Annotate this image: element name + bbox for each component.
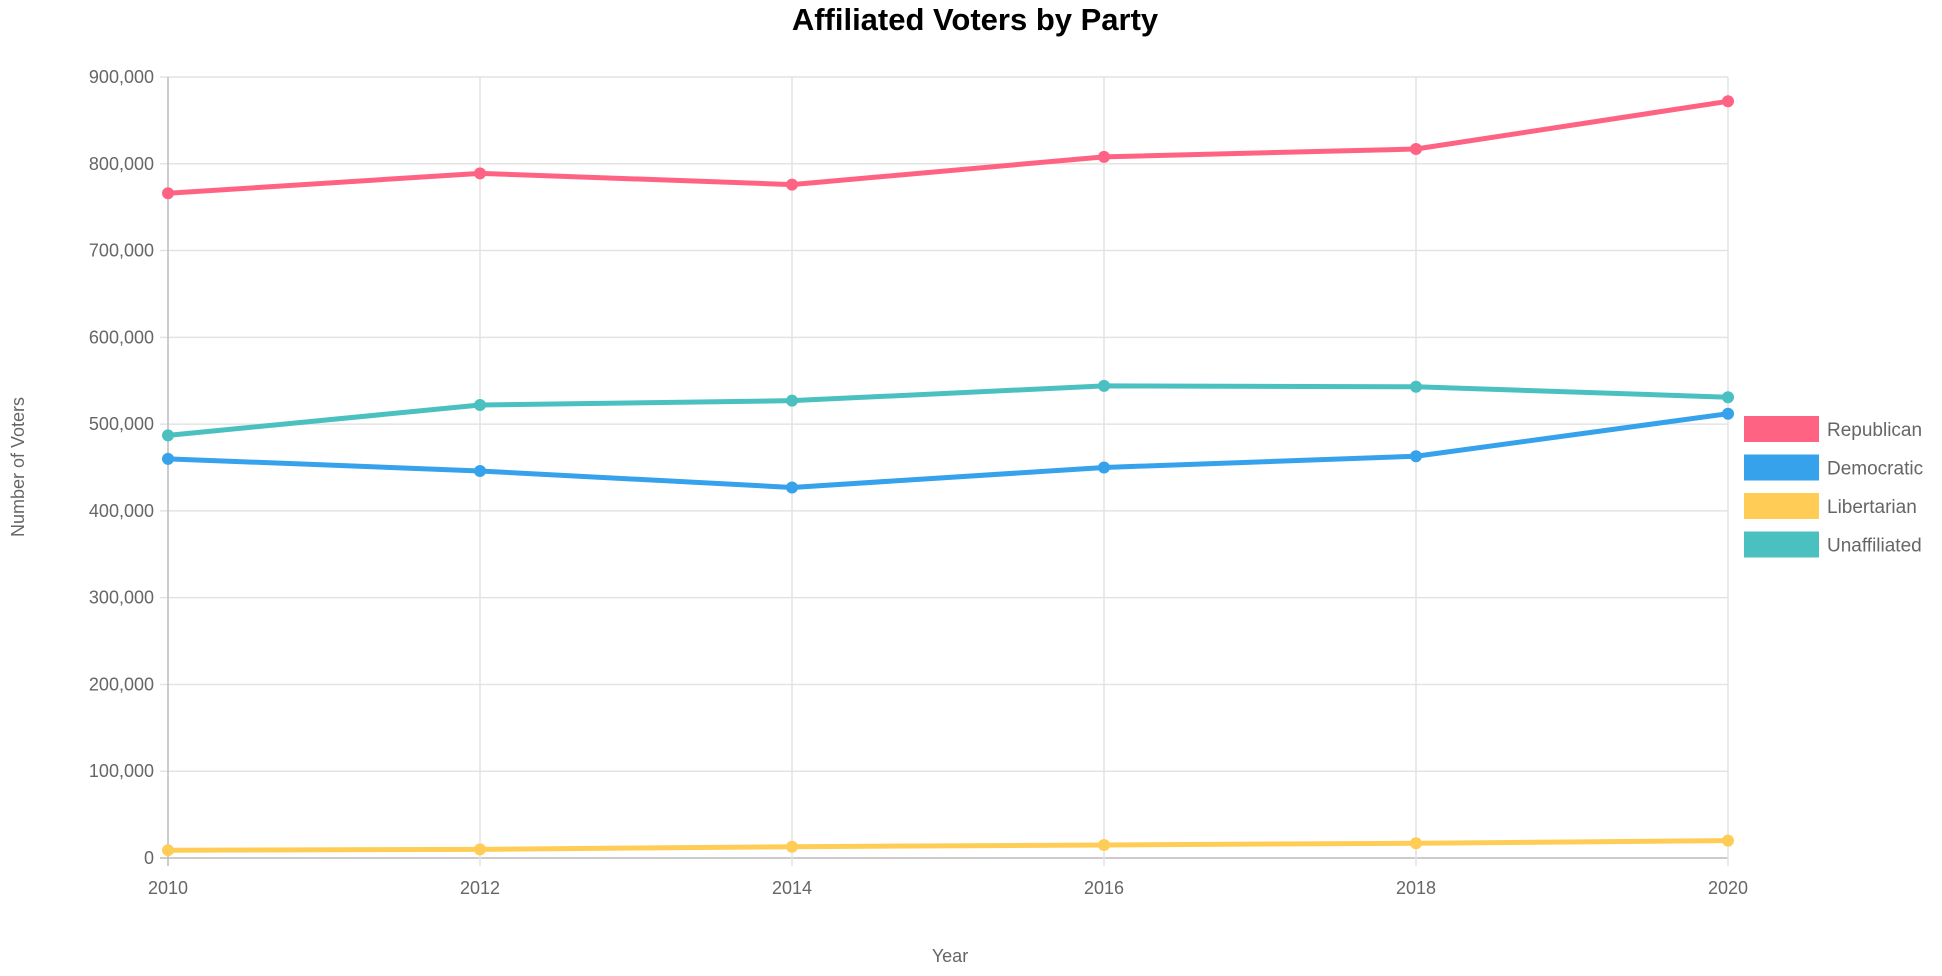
legend-label: Republican (1827, 420, 1922, 441)
data-point[interactable] (162, 429, 174, 442)
y-tick-label: 200,000 (89, 674, 154, 694)
data-point[interactable] (1722, 95, 1734, 108)
data-point[interactable] (1098, 150, 1110, 163)
series-democratic (162, 407, 1734, 494)
x-axis-title: Year (932, 946, 968, 966)
data-point[interactable] (162, 452, 174, 465)
x-tick-label: 2020 (1708, 878, 1748, 898)
data-point[interactable] (786, 840, 798, 853)
data-point[interactable] (786, 394, 798, 407)
data-point[interactable] (1098, 838, 1110, 851)
series-line (167, 383, 1729, 438)
data-point[interactable] (1410, 450, 1422, 463)
legend-label: Unaffiliated (1827, 536, 1922, 557)
data-point[interactable] (474, 399, 486, 412)
series-republican (162, 95, 1734, 200)
series-line (167, 98, 1729, 196)
legend-label: Democratic (1827, 459, 1923, 480)
legend: Republican Democratic Libertarian Unaffilia… (1744, 416, 1923, 558)
y-tick-label: 300,000 (89, 588, 154, 608)
y-axis-ticks: 0 100,000 200,000 300,000 400,000 500,000 600,… (89, 67, 154, 868)
legend-swatch (1744, 493, 1819, 519)
y-axis-title: Number of Voters (8, 397, 28, 537)
data-point[interactable] (786, 178, 798, 191)
x-axis-ticks: 2010 2012 2014 2016 2018 2020 (148, 878, 1748, 898)
data-point[interactable] (474, 464, 486, 477)
y-tick-label: 400,000 (89, 501, 154, 521)
y-tick-label: 100,000 (89, 761, 154, 781)
legend-item-republican[interactable]: Republican (1744, 416, 1922, 442)
legend-item-libertarian[interactable]: Libertarian (1744, 493, 1917, 519)
x-tick-label: 2010 (148, 878, 188, 898)
y-tick-label: 500,000 (89, 414, 154, 434)
legend-label: Libertarian (1827, 497, 1917, 518)
data-point[interactable] (786, 481, 798, 494)
data-point[interactable] (474, 843, 486, 856)
data-point[interactable] (1722, 391, 1734, 404)
data-point[interactable] (162, 844, 174, 857)
data-point[interactable] (1098, 461, 1110, 474)
legend-item-democratic[interactable]: Democratic (1744, 454, 1923, 481)
grid (160, 76, 1729, 866)
series-line (167, 838, 1729, 853)
data-point[interactable] (1722, 407, 1734, 420)
legend-swatch (1744, 416, 1819, 442)
series-lines (162, 95, 1734, 857)
y-tick-label: 900,000 (89, 67, 154, 87)
series-unaffiliated (162, 379, 1734, 442)
x-tick-label: 2018 (1396, 878, 1436, 898)
y-tick-label: 0 (144, 848, 154, 868)
data-point[interactable] (474, 167, 486, 180)
x-tick-label: 2016 (1084, 878, 1124, 898)
data-point[interactable] (162, 187, 174, 200)
chart-title: Affiliated Voters by Party (792, 2, 1159, 37)
y-tick-label: 700,000 (89, 241, 154, 261)
legend-item-unaffiliated[interactable]: Unaffiliated (1744, 531, 1922, 558)
series-libertarian (162, 834, 1734, 857)
x-tick-label: 2012 (460, 878, 500, 898)
data-point[interactable] (1410, 380, 1422, 393)
legend-swatch (1744, 531, 1819, 558)
y-tick-label: 600,000 (89, 327, 154, 347)
series-line (167, 411, 1729, 490)
data-point[interactable] (1410, 837, 1422, 850)
y-tick-label: 800,000 (89, 154, 154, 174)
data-point[interactable] (1410, 143, 1422, 156)
x-tick-label: 2014 (772, 878, 812, 898)
data-point[interactable] (1098, 379, 1110, 392)
data-point[interactable] (1722, 834, 1734, 847)
legend-swatch (1744, 454, 1819, 481)
